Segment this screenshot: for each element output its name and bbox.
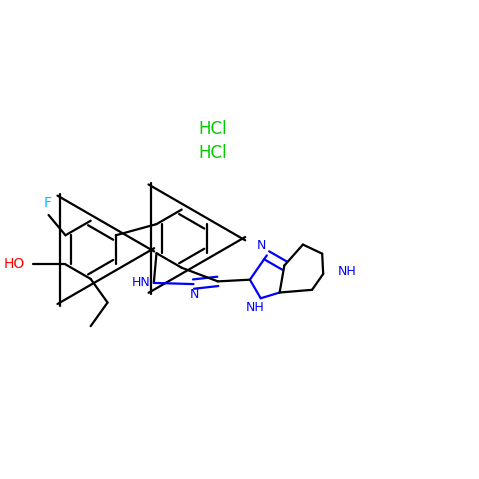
- Text: HN: HN: [131, 276, 150, 289]
- Text: N: N: [256, 240, 266, 252]
- Text: HCl: HCl: [198, 120, 227, 138]
- Text: F: F: [44, 196, 52, 210]
- Text: HO: HO: [4, 257, 25, 272]
- Text: N: N: [190, 288, 199, 301]
- Text: NH: NH: [246, 301, 264, 314]
- Text: HCl: HCl: [198, 144, 227, 162]
- Text: NH: NH: [338, 265, 357, 278]
